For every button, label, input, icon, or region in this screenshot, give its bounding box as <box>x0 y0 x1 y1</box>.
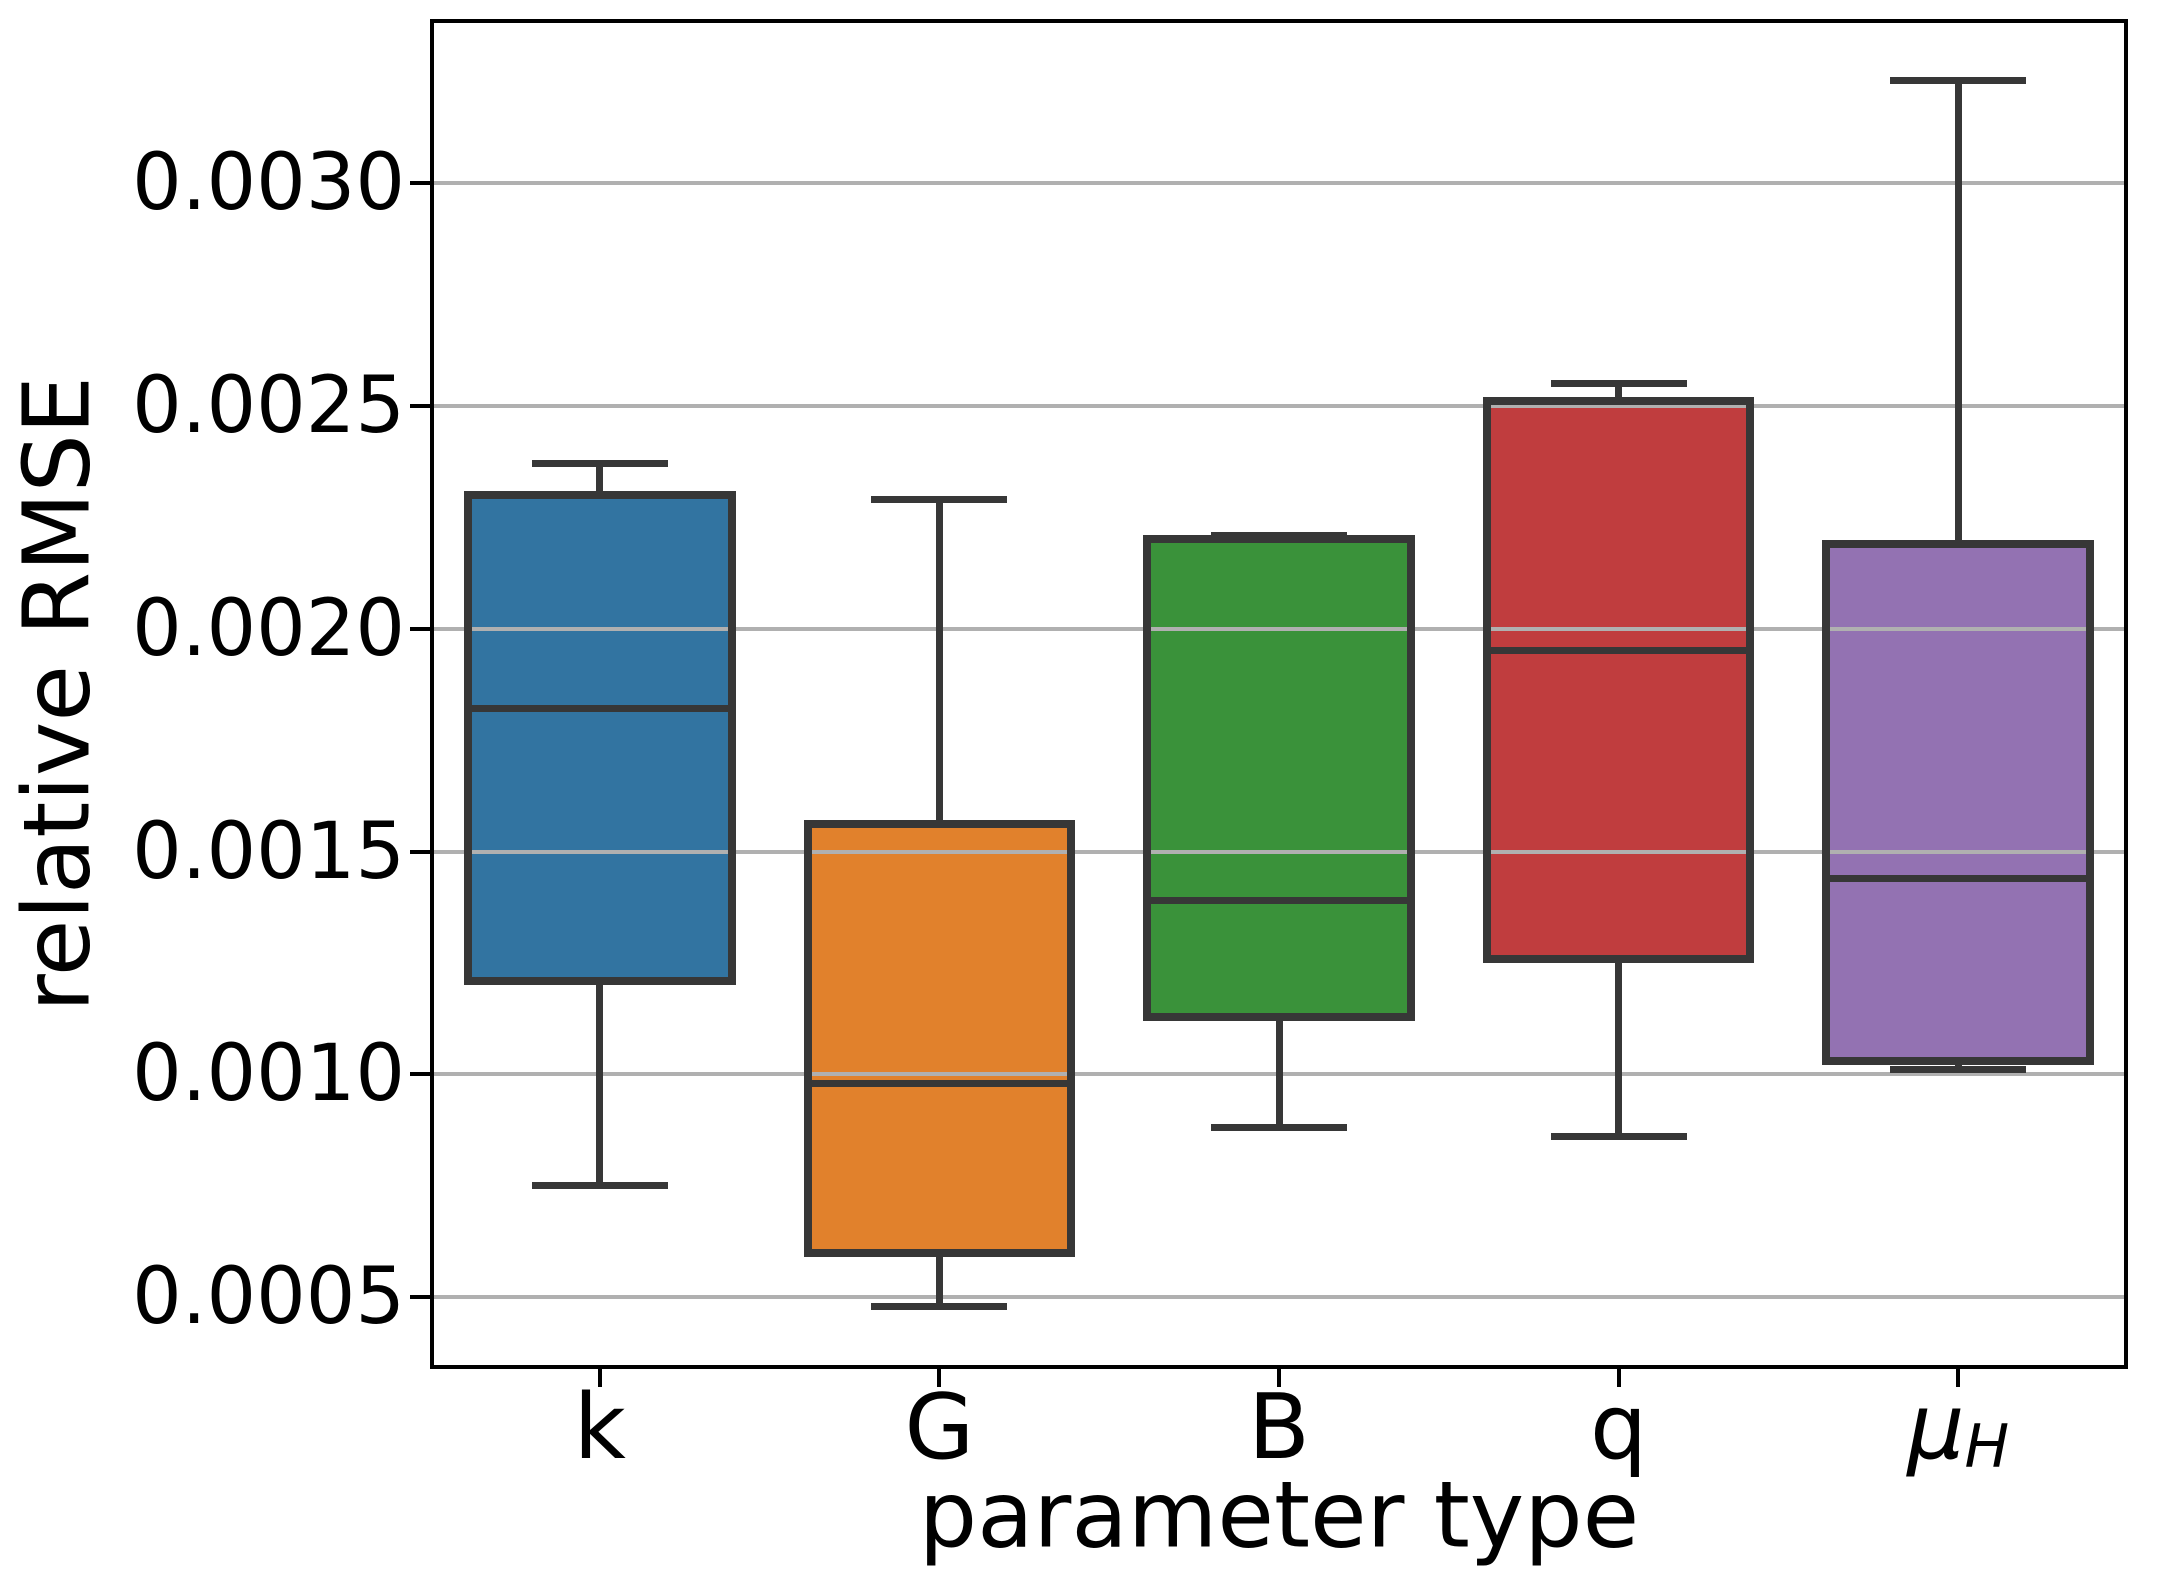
median-line-B <box>1143 897 1415 905</box>
whisker-high-line-q <box>1615 383 1623 397</box>
y-tick-label: 0.0025 <box>132 360 405 451</box>
y-tick-mark <box>410 1072 430 1077</box>
y-tick-label: 0.0020 <box>132 583 405 674</box>
box-fill-G <box>803 820 1076 1258</box>
y-tick-label: 0.0015 <box>132 806 405 897</box>
median-line-G <box>803 1079 1076 1087</box>
x-tick-label-G: G <box>759 1380 1119 1475</box>
x-tick-label-k: k <box>420 1380 780 1475</box>
whisker-high-cap-G <box>871 495 1008 503</box>
x-axis-label: parameter type <box>918 1461 1640 1569</box>
gridline <box>430 403 2128 408</box>
y-tick-mark <box>410 626 430 631</box>
x-tick-label-q: q <box>1439 1380 1799 1475</box>
median-line-μH <box>1822 874 2095 882</box>
gridline <box>430 1295 2128 1300</box>
y-tick-label: 0.0005 <box>132 1252 405 1343</box>
category-label-text: G <box>904 1375 975 1480</box>
x-tick-label-μH: μH <box>1778 1380 2138 1482</box>
box-q <box>1482 396 1755 963</box>
box-G <box>803 820 1076 1258</box>
x-tick-mark <box>597 1369 602 1387</box>
median-line-q <box>1482 647 1755 655</box>
category-label-text: q <box>1590 1375 1648 1480</box>
median-line-k <box>463 705 736 713</box>
box-k <box>463 490 736 986</box>
whisker-low-line-k <box>596 985 604 1186</box>
box-μH <box>1822 539 2095 1066</box>
category-label-text: B <box>1248 1375 1310 1480</box>
whisker-low-line-B <box>1275 1020 1283 1128</box>
whisker-low-line-G <box>935 1257 943 1307</box>
x-tick-mark <box>937 1369 942 1387</box>
plot-area <box>430 19 2128 1369</box>
box-fill-B <box>1143 535 1415 1021</box>
whisker-low-cap-μH <box>1890 1066 2027 1074</box>
whisker-low-cap-B <box>1211 1124 1347 1132</box>
whisker-high-cap-k <box>531 460 668 468</box>
x-tick-label-B: B <box>1099 1380 1459 1475</box>
whisker-high-line-G <box>935 499 943 821</box>
x-tick-mark <box>1616 1369 1621 1387</box>
gridline <box>430 849 2128 854</box>
box-fill-q <box>1482 396 1755 963</box>
y-tick-mark <box>410 403 430 408</box>
whisker-low-cap-q <box>1550 1133 1687 1141</box>
y-tick-mark <box>410 1295 430 1300</box>
whisker-high-line-k <box>596 463 604 491</box>
whisker-high-line-μH <box>1954 80 1962 540</box>
gridline <box>430 181 2128 185</box>
category-label-text: μ <box>1907 1375 1965 1480</box>
gridline <box>430 626 2128 631</box>
y-axis-label: relative RMSE <box>3 375 111 1013</box>
y-tick-label: 0.0030 <box>132 138 405 228</box>
box-B <box>1143 535 1415 1021</box>
category-label-text: k <box>573 1375 626 1480</box>
whisker-low-cap-G <box>871 1302 1008 1310</box>
y-tick-mark <box>410 849 430 854</box>
y-tick-label: 0.0010 <box>132 1029 405 1120</box>
whisker-high-cap-μH <box>1890 77 2027 84</box>
whisker-low-line-q <box>1615 962 1623 1137</box>
whisker-low-cap-k <box>531 1182 668 1190</box>
x-tick-mark <box>1956 1369 1961 1387</box>
category-label-subscript: H <box>1964 1412 2010 1482</box>
y-tick-mark <box>410 181 430 185</box>
box-fill-k <box>463 490 736 986</box>
x-tick-mark <box>1277 1369 1281 1387</box>
whisker-high-cap-q <box>1550 380 1687 388</box>
